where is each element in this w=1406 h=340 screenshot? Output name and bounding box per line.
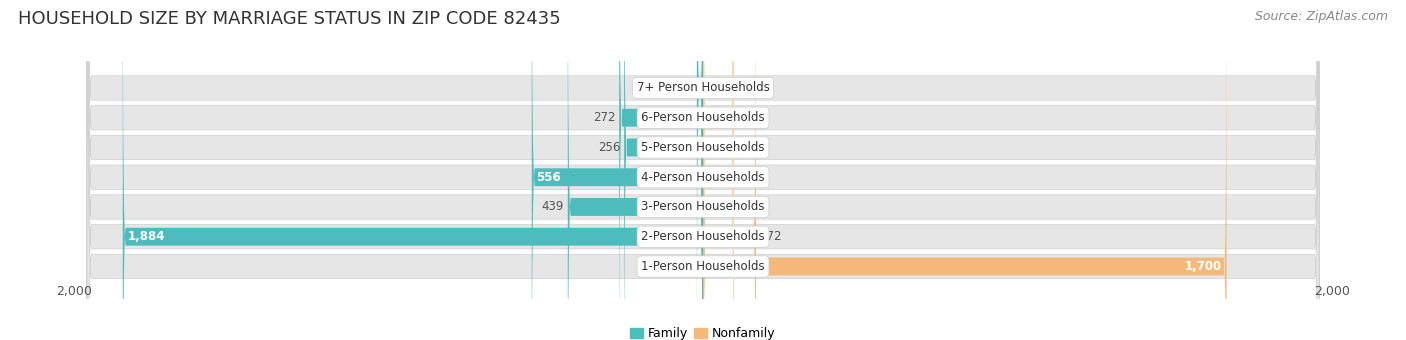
Text: 439: 439 xyxy=(541,201,564,214)
Text: 7+ Person Households: 7+ Person Households xyxy=(637,82,769,95)
FancyBboxPatch shape xyxy=(703,0,734,340)
FancyBboxPatch shape xyxy=(703,0,734,340)
Text: 2,000: 2,000 xyxy=(1313,285,1350,298)
Text: HOUSEHOLD SIZE BY MARRIAGE STATUS IN ZIP CODE 82435: HOUSEHOLD SIZE BY MARRIAGE STATUS IN ZIP… xyxy=(18,10,561,28)
Text: Source: ZipAtlas.com: Source: ZipAtlas.com xyxy=(1254,10,1388,23)
FancyBboxPatch shape xyxy=(87,0,1319,340)
Text: 5-Person Households: 5-Person Households xyxy=(641,141,765,154)
Text: 0: 0 xyxy=(661,260,668,273)
Text: 0: 0 xyxy=(738,82,745,95)
Text: 2-Person Households: 2-Person Households xyxy=(641,230,765,243)
Text: 6-Person Households: 6-Person Households xyxy=(641,111,765,124)
FancyBboxPatch shape xyxy=(87,0,1319,340)
Text: 556: 556 xyxy=(536,171,561,184)
Legend: Family, Nonfamily: Family, Nonfamily xyxy=(626,322,780,340)
FancyBboxPatch shape xyxy=(87,0,1319,340)
Text: 256: 256 xyxy=(598,141,620,154)
FancyBboxPatch shape xyxy=(122,0,703,340)
FancyBboxPatch shape xyxy=(624,0,703,340)
FancyBboxPatch shape xyxy=(87,0,1319,340)
Text: 4-Person Households: 4-Person Households xyxy=(641,171,765,184)
Text: 0: 0 xyxy=(738,111,745,124)
Text: 172: 172 xyxy=(759,230,782,243)
Text: 0: 0 xyxy=(738,201,745,214)
FancyBboxPatch shape xyxy=(568,0,703,340)
FancyBboxPatch shape xyxy=(703,0,734,340)
FancyBboxPatch shape xyxy=(703,0,756,340)
FancyBboxPatch shape xyxy=(697,0,703,340)
Text: 20: 20 xyxy=(678,82,693,95)
FancyBboxPatch shape xyxy=(619,0,703,340)
Text: 1-Person Households: 1-Person Households xyxy=(641,260,765,273)
Text: 272: 272 xyxy=(593,111,616,124)
Text: 1,700: 1,700 xyxy=(1185,260,1222,273)
FancyBboxPatch shape xyxy=(703,0,734,340)
FancyBboxPatch shape xyxy=(87,0,1319,340)
FancyBboxPatch shape xyxy=(87,0,1319,340)
FancyBboxPatch shape xyxy=(87,0,1319,340)
FancyBboxPatch shape xyxy=(703,0,1226,340)
FancyBboxPatch shape xyxy=(703,0,734,340)
FancyBboxPatch shape xyxy=(531,0,703,340)
Text: 2,000: 2,000 xyxy=(56,285,93,298)
Text: 0: 0 xyxy=(738,171,745,184)
Text: 1,884: 1,884 xyxy=(128,230,165,243)
Text: 0: 0 xyxy=(738,141,745,154)
Text: 3-Person Households: 3-Person Households xyxy=(641,201,765,214)
